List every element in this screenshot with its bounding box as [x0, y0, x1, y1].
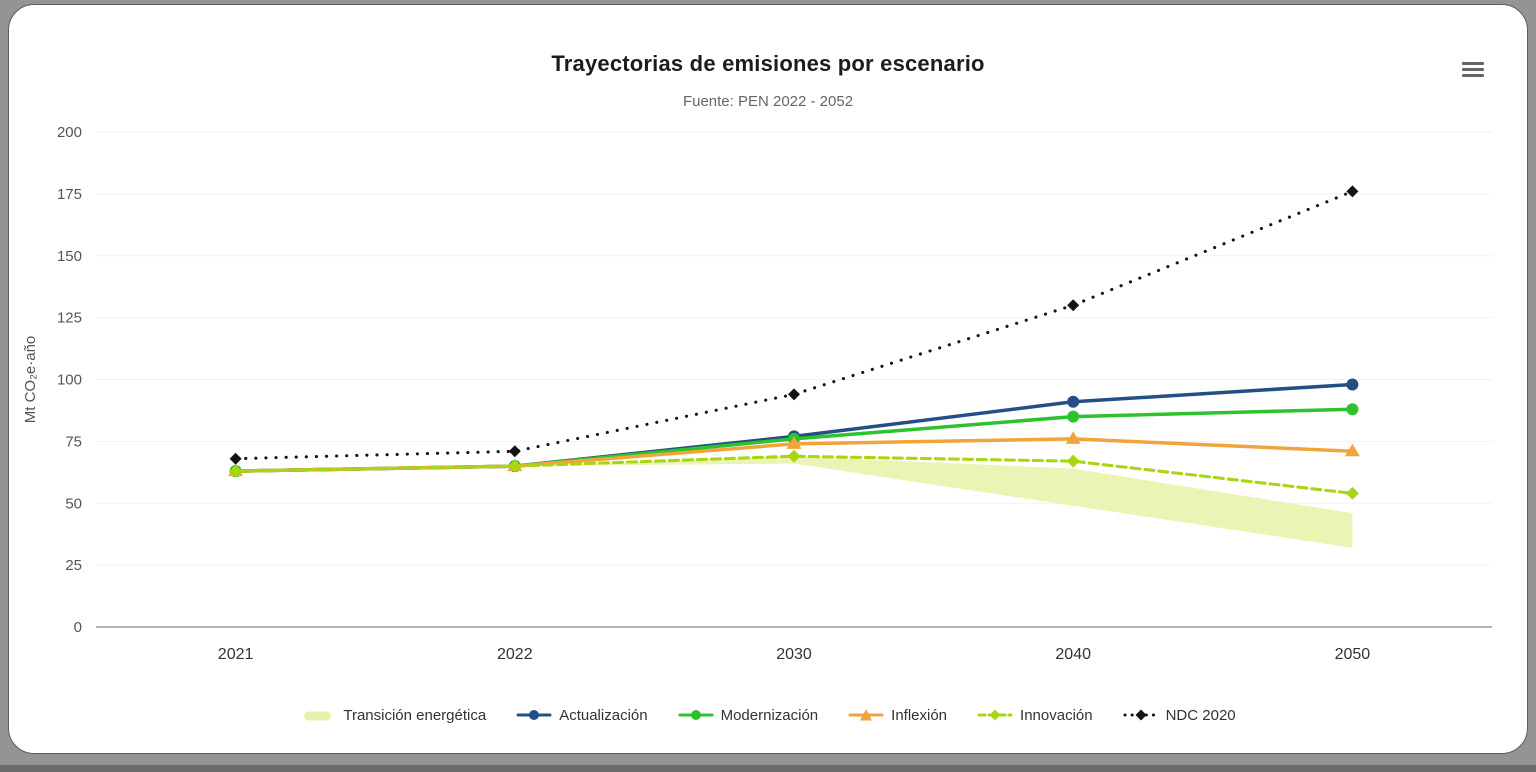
legend-swatch-icon [977, 709, 1013, 721]
series-marker [1067, 410, 1080, 423]
series-marker [508, 445, 521, 458]
x-axis-tick-label: 2050 [1335, 646, 1371, 663]
y-axis-tick-label: 125 [57, 310, 82, 327]
y-axis-tick-label: 100 [57, 372, 82, 389]
series-marker [1067, 299, 1080, 312]
range-band-transicion-energetica [235, 456, 1353, 548]
x-axis-tick-label: 2040 [1055, 646, 1091, 663]
y-axis-tick-label: 50 [65, 495, 82, 512]
series-marker [1346, 378, 1359, 391]
y-axis-tick-label: 200 [57, 124, 82, 141]
x-axis-tick-label: 2030 [776, 646, 812, 663]
legend-label: NDC 2020 [1165, 706, 1236, 724]
legend-swatch-icon [516, 710, 552, 720]
emissions-chart-plot: 0 25 50 75 100 125 150 175 200 Mt CO₂e·año 2021 202… [22, 124, 1492, 663]
series-marker [229, 452, 242, 465]
legend-swatch-icon [848, 709, 884, 721]
series-marker [1065, 431, 1081, 444]
x-axis-tick-label: 2021 [218, 646, 254, 663]
series-marker [1067, 395, 1080, 408]
series-marker [229, 464, 243, 478]
legend-label: Innovación [1020, 706, 1093, 724]
y-axis-tick-label: 150 [57, 248, 82, 265]
y-axis-tick-label: 0 [74, 619, 82, 636]
y-axis-tick-label: 25 [65, 557, 82, 574]
legend-item[interactable]: Transición energética [300, 707, 486, 724]
series-marker [1344, 443, 1360, 457]
series-marker [786, 436, 802, 449]
legend-swatch-icon [678, 710, 714, 720]
hamburger-menu-icon[interactable] [1457, 55, 1489, 83]
series-marker [1346, 403, 1359, 416]
legend-label: Actualización [559, 706, 648, 724]
series-marker [788, 388, 800, 401]
chart-card: Trayectorias de emisiones por escenario … [8, 4, 1528, 754]
series-marker [508, 459, 522, 473]
y-axis-tick-label: 75 [65, 433, 82, 450]
legend-item[interactable]: Actualización [516, 706, 648, 724]
legend-swatch-icon [304, 711, 332, 721]
legend-label: Inflexión [891, 706, 948, 724]
series-line [234, 189, 1354, 461]
series-marker [1066, 454, 1080, 468]
y-axis-tick-label: 175 [57, 186, 82, 203]
legend-item[interactable]: Modernización [678, 706, 819, 724]
chart-title: Trayectorias de emisiones por escenario [551, 51, 985, 76]
x-axis-tick-label: 2022 [497, 646, 533, 663]
legend-item[interactable]: Innovación [977, 707, 1093, 724]
legend-item[interactable]: NDC 2020 [1123, 707, 1236, 724]
chart-legend: Transición energética Actualización Modern… [9, 695, 1527, 735]
window-bottom-edge [0, 765, 1536, 772]
series-marker [1346, 185, 1359, 198]
legend-label: Transición energética [343, 706, 487, 724]
series-marker [787, 449, 801, 463]
y-axis-title: Mt CO₂e·año [22, 336, 39, 424]
legend-item[interactable]: Inflexión [848, 707, 947, 724]
chart-subtitle: Fuente: PEN 2022 - 2052 [682, 93, 854, 110]
legend-swatch-icon [1123, 709, 1159, 721]
legend-label: Modernización [720, 706, 819, 724]
series-marker [1345, 486, 1359, 500]
